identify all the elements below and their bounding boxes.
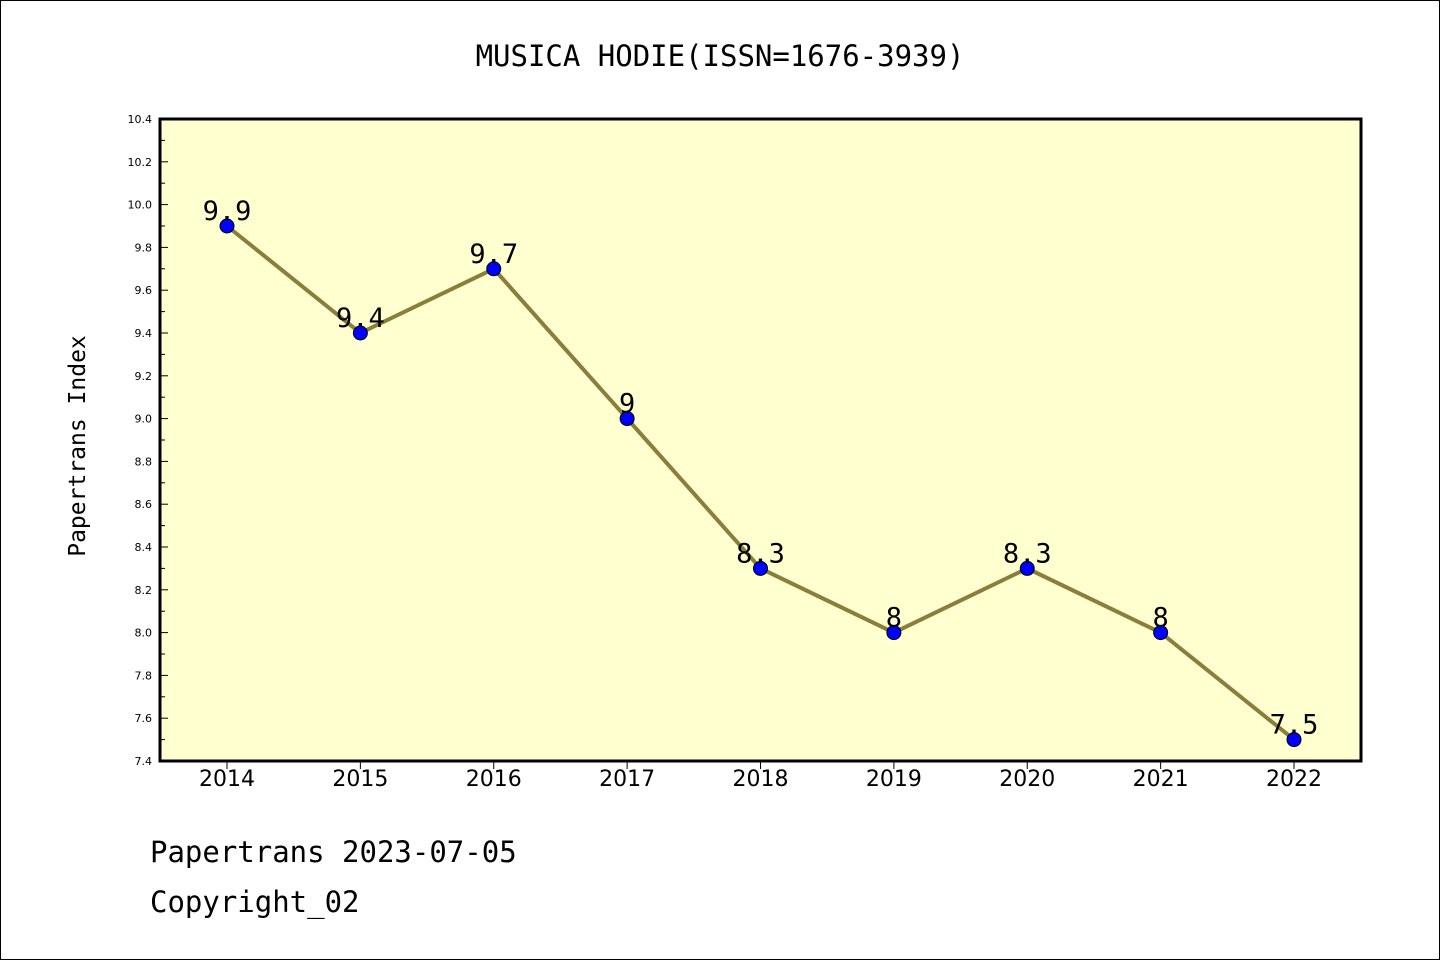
x-tick-label: 2014 <box>199 767 255 792</box>
footer-date: Papertrans 2023-07-05 <box>150 835 517 869</box>
x-tick-label: 2021 <box>1133 767 1189 792</box>
data-label: 8.3 <box>736 538 785 569</box>
y-tick-label: 10.4 <box>128 113 153 126</box>
y-tick-label: 8.4 <box>135 541 153 554</box>
data-point <box>753 560 768 576</box>
plot-area <box>160 119 1361 761</box>
x-tick-label: 2017 <box>599 767 655 792</box>
y-tick-label: 7.6 <box>135 712 153 725</box>
y-tick-label: 10.2 <box>128 156 153 169</box>
data-point <box>486 261 502 277</box>
footer-copyright: Copyright_02 <box>150 885 360 919</box>
x-tick-label: 2015 <box>332 767 388 792</box>
plot-border <box>158 117 1363 763</box>
data-point <box>1019 560 1035 576</box>
y-axis-label: Papertrans Index <box>65 335 91 557</box>
data-point <box>886 625 902 641</box>
data-label: 7.5 <box>1270 710 1319 741</box>
y-tick-label: 9.0 <box>135 413 153 426</box>
y-tick-label: 9.4 <box>135 327 153 340</box>
data-point <box>1286 732 1302 748</box>
data-label: 8 <box>1152 603 1168 634</box>
data-label: 8 <box>886 603 902 634</box>
x-tick-label: 2020 <box>999 767 1055 792</box>
data-label: 8.3 <box>1003 538 1052 569</box>
chart-title: MUSICA HODIE(ISSN=1676-3939) <box>476 39 965 73</box>
y-tick-label: 7.8 <box>135 669 153 682</box>
data-label: 9.4 <box>336 303 385 334</box>
x-tick-label: 2019 <box>866 767 922 792</box>
y-tick-label: 8.2 <box>135 584 153 597</box>
y-tick-label: 10.0 <box>128 199 153 212</box>
y-tick-label: 8.0 <box>135 627 153 640</box>
data-label: 9.7 <box>469 239 518 270</box>
y-tick-label: 9.8 <box>135 241 153 254</box>
data-point <box>1153 625 1169 641</box>
y-tick-label: 9.2 <box>135 370 153 383</box>
x-tick-label: 2016 <box>466 767 522 792</box>
y-tick-label: 9.6 <box>135 284 153 297</box>
x-tick-label: 2022 <box>1266 767 1322 792</box>
data-point <box>619 411 635 427</box>
x-tick-label: 2018 <box>733 767 789 792</box>
y-tick-label: 8.6 <box>135 498 153 511</box>
y-tick-label: 8.8 <box>135 455 153 468</box>
y-tick-label: 7.4 <box>135 755 153 768</box>
data-label: 9 <box>619 389 635 420</box>
data-label: 9.9 <box>203 196 252 227</box>
data-point <box>352 325 368 341</box>
data-point <box>219 218 235 234</box>
